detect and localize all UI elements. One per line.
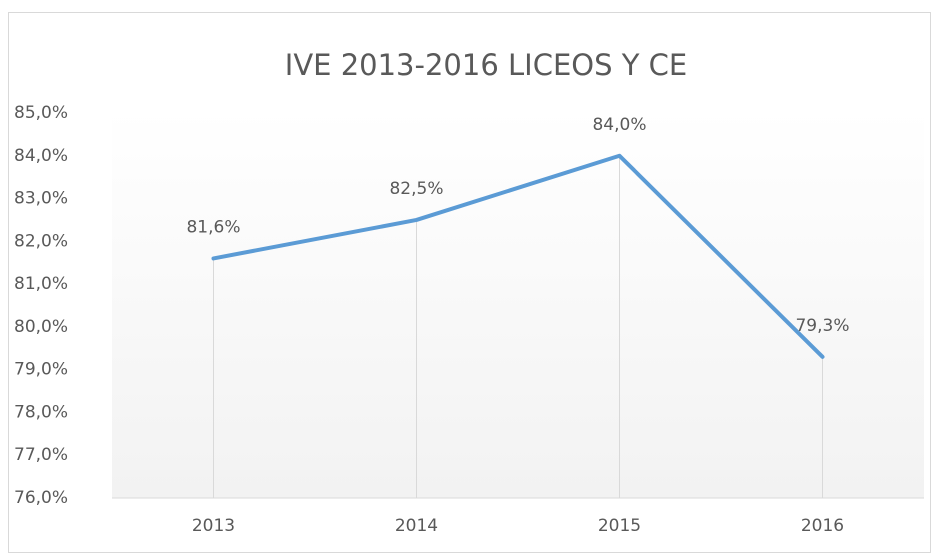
x-tick-label: 2013 [192, 516, 235, 536]
line [211, 153, 825, 359]
y-tick-label: 84,0% [14, 146, 68, 166]
y-tick-label: 85,0% [14, 103, 68, 123]
chart-title: IVE 2013-2016 LICEOS Y CE [285, 48, 687, 82]
data-label: 81,6% [186, 217, 240, 237]
y-tick-label: 78,0% [14, 402, 68, 422]
data-label: 84,0% [592, 115, 646, 135]
plot-area [112, 110, 924, 498]
data-label: 79,3% [795, 316, 849, 336]
y-tick-label: 77,0% [14, 445, 68, 465]
y-tick-label: 82,0% [14, 231, 68, 251]
y-tick-label: 76,0% [14, 488, 68, 508]
x-tick-label: 2016 [801, 516, 844, 536]
y-tick-label: 81,0% [14, 274, 68, 294]
data-label: 82,5% [389, 179, 443, 199]
y-tick-label: 79,0% [14, 360, 68, 380]
x-tick-label: 2014 [395, 516, 438, 536]
x-tick-label: 2015 [598, 516, 641, 536]
y-tick-label: 80,0% [14, 317, 68, 337]
y-tick-label: 83,0% [14, 189, 68, 209]
